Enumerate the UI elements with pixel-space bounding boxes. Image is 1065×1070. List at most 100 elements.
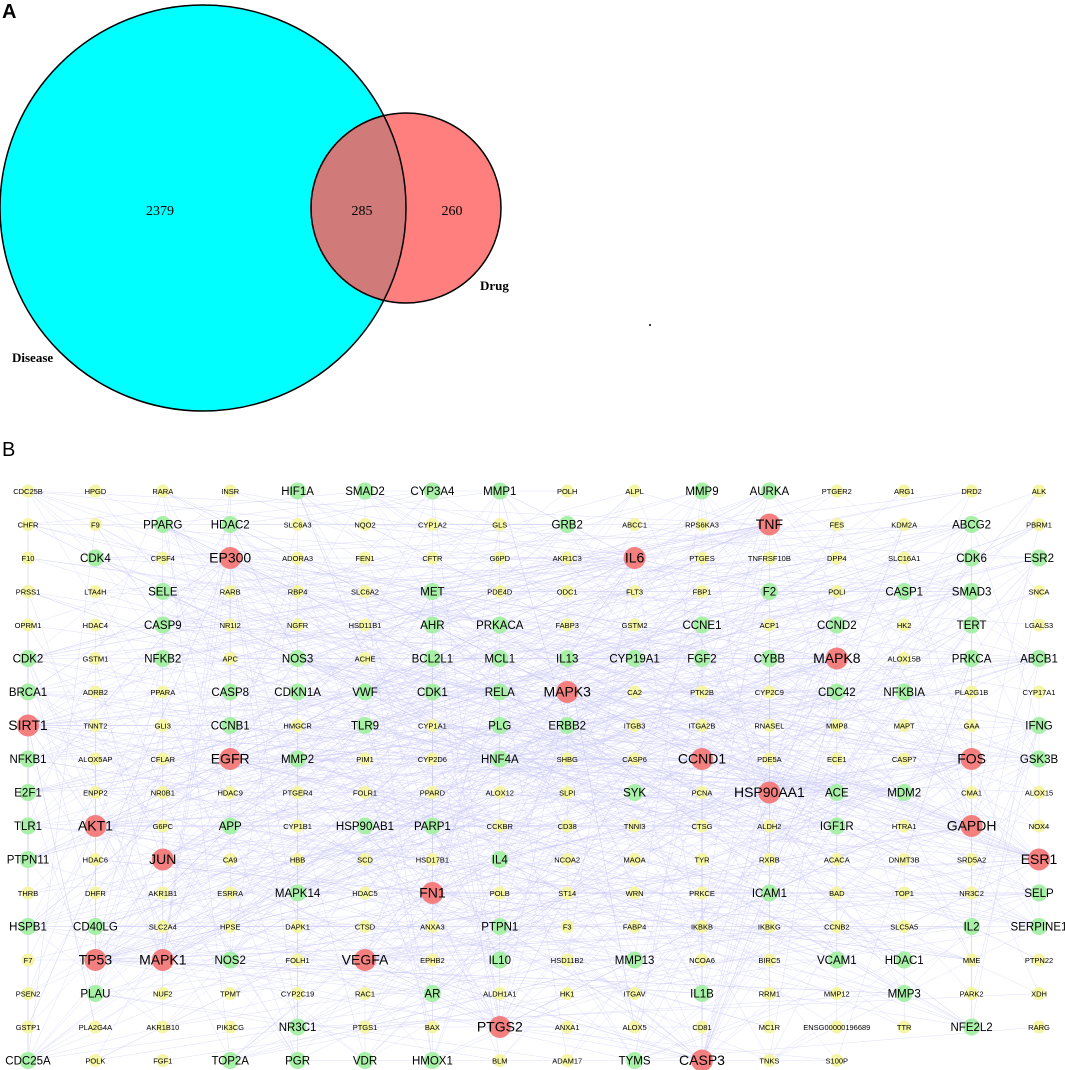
gene-node-label: AKR1C3 [553,554,582,563]
gene-node-circle [356,717,374,734]
gene-node-circle [291,551,305,565]
gene-node-label: GAA [964,721,980,730]
gene-node-circle [691,748,713,770]
gene-node-circle [491,851,509,868]
gene-node-circle [558,717,576,734]
gene-node-label: CYP2D6 [418,755,447,764]
gene-node: HSD17B1 [416,853,449,866]
gene-node: DAPK1 [285,920,310,933]
gene-node-label: CA9 [223,855,238,864]
drug-only-count: 260 [442,204,463,219]
gene-node-circle [897,920,911,933]
network-edge [499,1026,837,1061]
gene-node: HPGD [85,484,107,498]
gene-node-label: CDC25A [5,1056,51,1068]
gene-node-label: RNASEL [754,721,784,730]
gene-node-label: MDM2 [887,788,921,800]
gene-node-circle [19,851,37,868]
gene-node-circle [19,817,37,835]
gene-node-label: AURKA [750,486,790,498]
panel-b-letter: B [2,439,15,461]
gene-node-label: PARK2 [960,989,984,998]
gene-node: PTPN22 [1025,953,1053,967]
gene-node-label: CHFR [18,520,39,529]
network-edge [27,524,96,1061]
gene-node-circle [897,1020,911,1034]
gene-node-circle [21,1020,35,1034]
network-edge [701,758,1040,1061]
gene-node-label: TNFRSF10B [748,554,791,563]
gene-node-label: OPRM1 [15,621,42,630]
gene-node-label: PRKCE [689,889,715,898]
gene-node-circle [560,953,574,967]
gene-node: NR1I2 [220,618,241,632]
gene-node-label: TOP1 [894,889,913,898]
gene-node-circle [154,650,172,667]
gene-node-label: IL2 [964,922,980,934]
gene-node-label: BAX [425,1023,440,1032]
gene-node-circle [493,786,507,799]
gene-node-circle [760,482,778,500]
gene-node-circle [493,987,507,1000]
gene-node-label: SHBG [557,755,578,764]
gene-node-label: CDKN1A [274,687,321,699]
gene-node-label: RBP4 [288,587,308,596]
gene-node-circle [895,784,913,801]
network-edge [364,691,433,1061]
gene-node-circle [1032,618,1046,632]
gene-node-label: PPARG [143,520,182,532]
gene-node: HDAC2 [211,516,250,533]
gene-node-circle [695,853,709,866]
gene-node: SLC6A2 [351,585,379,598]
gene-node-circle [291,618,305,632]
gene-node: PGR [285,1052,310,1069]
gene-node-circle [760,884,778,902]
gene-node: ITGA2B [689,719,715,732]
gene-node-circle [695,920,709,933]
gene-node-circle [289,650,307,667]
gene-node-circle [897,853,911,866]
gene-node: POLK [85,1054,105,1067]
gene-node-circle [963,516,981,533]
gene-node-circle [560,920,574,933]
gene-node: RARA [152,484,173,498]
gene-node-label: APP [219,821,242,833]
gene-node: ALOX5AP [78,752,112,766]
gene-node-circle [156,987,170,1000]
network-edge [634,658,703,1061]
gene-node: CYP19A1 [609,650,660,667]
gene-node: TOP2A [211,1052,249,1069]
gene-node-circle [291,786,305,799]
gene-node-label: NR0B1 [151,788,175,797]
gene-node-circle [556,681,579,703]
network-edge [27,490,231,827]
gene-node: MMP3 [888,985,921,1002]
gene-node-label: HSD11B1 [349,621,382,630]
gene-node-label: AKT1 [78,818,113,834]
network-edge [769,758,1040,793]
gene-node: NOX4 [1029,819,1049,833]
gene-node: NFE2L2 [951,1018,993,1036]
gene-node: CTSD [355,920,376,933]
gene-node-circle [289,884,307,902]
gene-node-label: PTPN1 [481,922,518,934]
gene-node: CASP8 [211,683,249,701]
gene-node-circle [423,683,441,701]
gene-node-label: MAPK3 [543,684,591,700]
gene-node: ESRRA [217,886,243,900]
network-nodes: CDC25B HPGD RARA INSR HIF1A SMAD2 CYP3A4 MMP1 PO… [5,482,1065,1070]
gene-node-circle [223,585,237,598]
network-edge [27,557,231,626]
gene-node-label: TOP2A [211,1056,249,1068]
gene-node-circle [88,652,102,665]
network-edge [230,691,298,760]
gene-node: BAD [829,886,845,900]
gene-node-label: TERT [957,620,987,632]
network-edge [230,524,703,1061]
gene-node: MAPK8 [813,647,861,670]
gene-node: ERBB2 [548,717,586,734]
gene-node-circle [358,585,372,598]
network-edge [95,490,635,994]
gene-node-circle [628,1020,642,1034]
gene-node: DPP4 [827,551,847,565]
